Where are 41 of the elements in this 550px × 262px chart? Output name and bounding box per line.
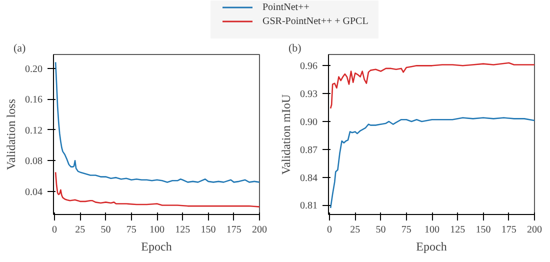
y-tick-label: 0.81 (300, 200, 318, 212)
chart-title: (b) (288, 42, 302, 54)
x-tick-label: 0 (52, 224, 58, 236)
x-tick-label: 50 (100, 224, 111, 236)
x-tick-label: 75 (126, 224, 136, 236)
x-tick-label: 75 (401, 224, 412, 236)
x-tick-label: 125 (175, 224, 190, 236)
y-tick-label: 0.20 (25, 64, 42, 75)
x-tick-label: 0 (327, 224, 332, 236)
x-tick-label: 125 (450, 224, 466, 236)
y-tick-label: 0.84 (300, 172, 318, 184)
x-tick-label: 100 (150, 224, 165, 236)
x-axis-title: Epoch (141, 240, 172, 254)
x-tick-label: 50 (376, 224, 386, 236)
y-tick-label: 0.93 (300, 89, 318, 100)
x-tick-label: 200 (527, 224, 542, 236)
y-tick-label: 0.87 (300, 144, 318, 156)
y-tick-label: 0.90 (300, 116, 318, 128)
x-tick-label: 200 (252, 224, 267, 236)
chart-title: (a) (14, 42, 26, 54)
x-tick-label: 100 (424, 224, 440, 236)
x-tick-label: 175 (501, 224, 516, 236)
y-tick-label: 0.96 (300, 61, 318, 72)
line-series (54, 172, 260, 208)
y-tick-label: 0.16 (25, 94, 42, 106)
x-tick-label: 150 (476, 224, 491, 236)
y-axis-title: Validation loss (4, 98, 18, 170)
line-series (330, 117, 534, 209)
y-axis-title: Validation mIoU (279, 94, 293, 175)
line-series (54, 62, 260, 183)
x-axis-title: Epoch (416, 240, 447, 254)
x-tick-label: 150 (200, 224, 216, 236)
y-tick-label: 0.12 (25, 125, 42, 136)
y-tick-label: 0.04 (25, 186, 42, 198)
legend-label: GSR-PointNet++ + GPCL (262, 16, 368, 27)
line-series (330, 62, 534, 110)
legend-label: PointNet++ (262, 2, 310, 13)
x-tick-label: 25 (75, 224, 86, 236)
x-tick-label: 175 (226, 224, 242, 236)
x-tick-label: 25 (350, 224, 360, 236)
y-tick-label: 0.08 (25, 156, 42, 168)
